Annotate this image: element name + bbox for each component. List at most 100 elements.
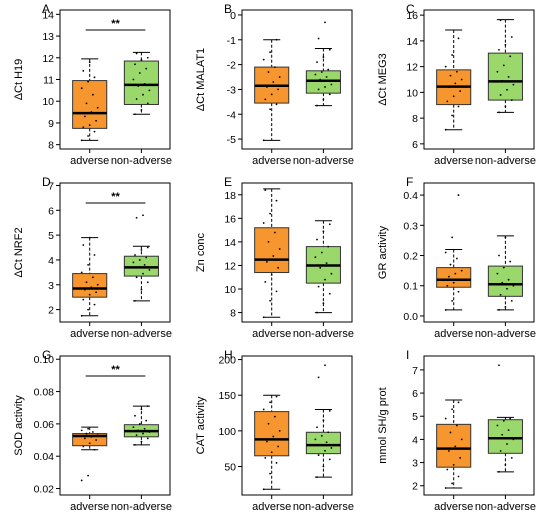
y-tick-label: 5 bbox=[412, 411, 418, 423]
y-tick-label: 6 bbox=[412, 139, 418, 151]
panel-label: D bbox=[42, 175, 51, 189]
data-point bbox=[264, 457, 267, 459]
box-adverse bbox=[436, 399, 472, 489]
iqr-box bbox=[254, 227, 290, 274]
data-point bbox=[506, 88, 508, 91]
data-point bbox=[451, 299, 453, 302]
data-point bbox=[322, 230, 325, 233]
data-point bbox=[269, 401, 271, 404]
data-point bbox=[264, 281, 267, 283]
box-non-adverse bbox=[487, 364, 523, 473]
panel-label: A bbox=[42, 2, 50, 16]
data-point bbox=[327, 68, 330, 71]
data-point bbox=[328, 458, 331, 461]
data-point bbox=[82, 244, 85, 246]
data-point bbox=[501, 281, 504, 284]
y-tick-label: 6 bbox=[48, 205, 54, 217]
data-point bbox=[270, 93, 273, 96]
data-point bbox=[330, 83, 333, 86]
box-non-adverse bbox=[123, 214, 159, 302]
data-point bbox=[457, 105, 460, 108]
iqr-box bbox=[72, 273, 108, 298]
panel-label: E bbox=[224, 175, 232, 189]
data-point bbox=[496, 424, 499, 427]
data-point bbox=[142, 93, 144, 96]
data-point bbox=[327, 245, 330, 248]
data-point bbox=[327, 431, 330, 434]
data-point bbox=[316, 476, 318, 479]
data-point bbox=[82, 69, 85, 72]
data-point bbox=[80, 479, 83, 482]
data-point bbox=[134, 414, 136, 417]
box-non-adverse bbox=[123, 405, 159, 446]
data-point bbox=[275, 395, 278, 398]
data-point bbox=[88, 236, 91, 239]
data-point bbox=[316, 426, 318, 429]
data-point bbox=[322, 302, 325, 305]
y-tick-label: 8 bbox=[412, 113, 418, 125]
data-point bbox=[262, 139, 265, 142]
box-non-adverse bbox=[305, 220, 341, 314]
data-point bbox=[266, 440, 268, 443]
data-point bbox=[317, 37, 320, 40]
data-point bbox=[138, 422, 141, 425]
data-point bbox=[146, 56, 149, 59]
data-point bbox=[330, 447, 333, 449]
data-point bbox=[146, 102, 149, 105]
data-point bbox=[140, 109, 143, 111]
data-point bbox=[317, 88, 320, 91]
data-point bbox=[499, 19, 502, 22]
data-point bbox=[322, 56, 325, 59]
data-point bbox=[512, 83, 515, 86]
data-point bbox=[262, 222, 265, 224]
data-point bbox=[142, 214, 144, 217]
data-point bbox=[322, 465, 325, 468]
data-point bbox=[82, 298, 85, 301]
y-tick-label: 100 bbox=[218, 426, 236, 438]
data-point bbox=[498, 364, 500, 367]
data-point bbox=[145, 419, 148, 422]
category-label: non-adverse bbox=[475, 501, 536, 513]
data-point bbox=[504, 463, 507, 466]
data-point bbox=[509, 417, 512, 420]
data-point bbox=[87, 80, 89, 83]
data-point bbox=[267, 422, 270, 425]
data-point bbox=[452, 95, 455, 98]
data-point bbox=[277, 88, 279, 91]
data-point bbox=[262, 316, 265, 319]
data-point bbox=[457, 37, 460, 40]
data-point bbox=[451, 236, 453, 239]
category-label: adverse bbox=[434, 501, 473, 513]
y-tick-label: 12 bbox=[406, 62, 418, 74]
y-tick-label: 150 bbox=[218, 390, 236, 402]
iqr-box bbox=[436, 423, 472, 468]
y-tick-label: 14 bbox=[406, 36, 418, 48]
data-point bbox=[457, 194, 460, 196]
y-tick-label: 0.06 bbox=[34, 419, 55, 431]
category-label: non-adverse bbox=[475, 328, 536, 340]
y-axis-label: ΔCt MALAT1 bbox=[195, 48, 207, 111]
iqr-box bbox=[487, 52, 523, 101]
data-point bbox=[457, 401, 460, 404]
data-point bbox=[501, 433, 504, 436]
box-adverse bbox=[254, 394, 290, 491]
y-tick-label: 0.08 bbox=[34, 387, 55, 399]
data-point bbox=[510, 36, 513, 38]
y-tick-label: 13 bbox=[42, 31, 54, 43]
data-point bbox=[457, 290, 460, 293]
data-point bbox=[325, 76, 328, 78]
y-axis-label: Zn conc bbox=[195, 232, 207, 272]
data-point bbox=[84, 437, 86, 440]
y-tick-label: 12 bbox=[42, 53, 54, 65]
data-point bbox=[87, 264, 89, 266]
iqr-box bbox=[72, 80, 108, 129]
data-point bbox=[504, 105, 507, 108]
category-label: adverse bbox=[434, 328, 473, 340]
data-point bbox=[272, 255, 275, 257]
data-point bbox=[448, 450, 450, 452]
y-tick-label: 0.4 bbox=[403, 190, 418, 202]
iqr-box bbox=[487, 419, 523, 454]
data-point bbox=[132, 261, 135, 264]
data-point bbox=[92, 276, 94, 279]
plot-frame bbox=[59, 182, 171, 323]
